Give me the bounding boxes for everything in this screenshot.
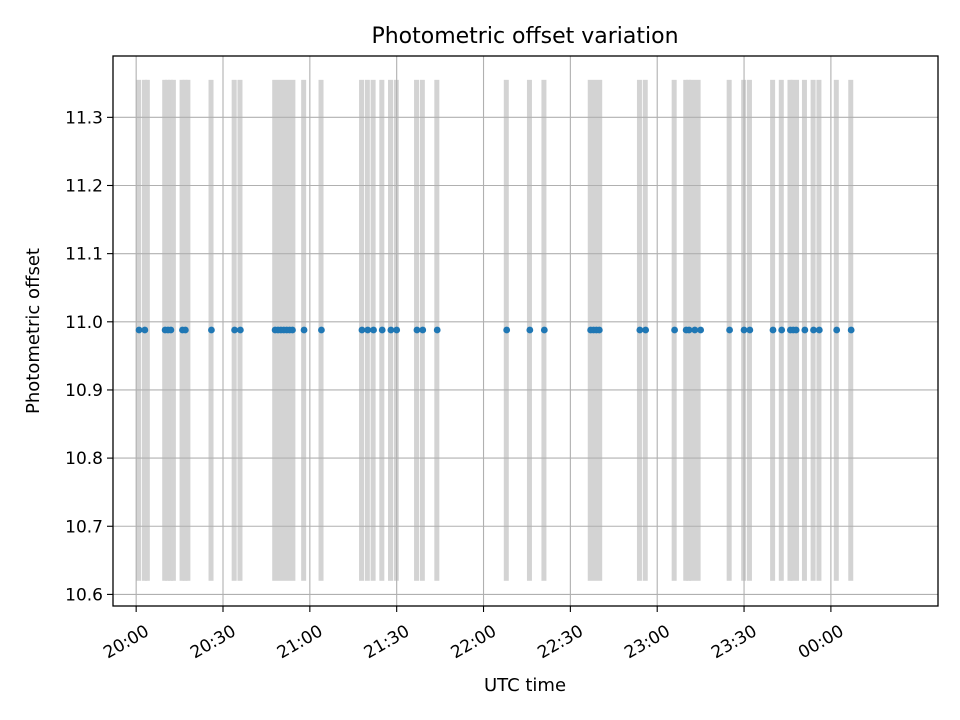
data-point — [135, 326, 143, 334]
x-tick-label: 22:30 — [534, 621, 586, 663]
data-point — [419, 326, 427, 334]
x-axis-label: UTC time — [484, 675, 566, 696]
data-point — [778, 326, 786, 334]
data-point — [685, 326, 693, 334]
y-axis-ticks: 10.6 10.7 10.8 10.9 11.0 11.1 11.2 11.3 — [65, 108, 113, 605]
data-point — [358, 326, 366, 334]
data-point — [636, 326, 644, 334]
y-tick-label: 10.6 — [65, 585, 103, 605]
data-point — [167, 326, 175, 334]
data-point — [236, 326, 244, 334]
data-point — [815, 326, 823, 334]
data-point — [370, 326, 377, 334]
data-point — [726, 326, 733, 334]
y-tick-label: 10.9 — [65, 381, 103, 401]
x-tick-label: 20:30 — [187, 621, 239, 663]
x-tick-label: 20:00 — [100, 621, 152, 663]
data-point — [792, 326, 800, 334]
data-point — [595, 326, 603, 334]
data-point — [671, 326, 678, 334]
y-tick-label: 10.8 — [65, 449, 103, 469]
data-point — [208, 326, 215, 334]
data-point — [413, 326, 421, 334]
plot-frame — [112, 55, 939, 607]
data-point — [231, 326, 238, 334]
x-tick-label: 00:00 — [795, 621, 847, 663]
data-point — [387, 326, 395, 334]
data-point — [801, 326, 809, 334]
y-axis-label: Photometric offset — [23, 248, 44, 414]
data-point — [318, 326, 325, 334]
data-point — [364, 326, 372, 334]
y-tick-label: 11.1 — [65, 245, 103, 265]
data-point — [393, 326, 401, 334]
x-tick-label: 21:30 — [361, 621, 413, 663]
data-point — [769, 326, 777, 334]
data-point — [740, 326, 748, 334]
data-point — [810, 326, 817, 334]
x-tick-label: 22:00 — [448, 621, 500, 663]
data-point — [181, 326, 189, 334]
data-point — [697, 326, 705, 334]
data-points — [135, 326, 855, 334]
x-axis-ticks: 20:00 20:30 21:00 21:30 22:00 22:30 23:00 23:30… — [100, 606, 847, 663]
data-point — [433, 326, 441, 334]
data-point — [300, 326, 308, 334]
data-point — [540, 326, 548, 334]
data-point — [503, 326, 511, 334]
y-tick-label: 11.0 — [65, 313, 103, 333]
data-point — [847, 326, 855, 334]
y-tick-label: 11.3 — [65, 108, 103, 128]
data-point — [746, 326, 754, 334]
y-tick-label: 10.7 — [65, 517, 103, 537]
y-tick-label: 11.2 — [65, 176, 103, 196]
x-tick-label: 23:00 — [621, 621, 673, 663]
x-tick-label: 23:30 — [708, 621, 760, 663]
data-point — [642, 326, 650, 334]
data-point — [833, 326, 841, 334]
data-point — [141, 326, 149, 334]
data-point — [289, 326, 296, 334]
data-point — [526, 326, 534, 334]
data-point — [691, 326, 699, 334]
x-tick-label: 21:00 — [274, 621, 326, 663]
data-point — [378, 326, 386, 334]
chart-title: Photometric offset variation — [371, 24, 678, 49]
